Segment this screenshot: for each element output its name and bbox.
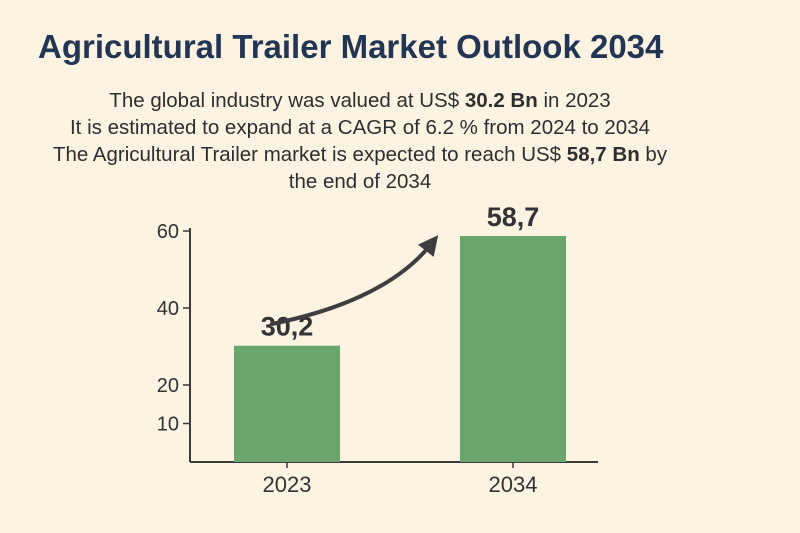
y-tick-label: 60 [157, 221, 179, 243]
bar-2034 [460, 236, 566, 462]
summary-line-valuation: The global industry was valued at US$ 30… [109, 89, 611, 112]
growth-arrow-icon [270, 235, 439, 326]
summary-value-2023: 30.2 Bn [464, 89, 538, 112]
summary-text: The global industry was valued at US$ 30… [0, 87, 720, 195]
summary-line-end: the end of 2034 [288, 170, 432, 193]
data-label-2034: 58,7 [487, 202, 540, 232]
y-tick-label: 40 [157, 298, 179, 320]
summary-line-cagr: It is estimated to expand at a CAGR of 6… [69, 116, 651, 139]
x-tick-label-2023: 2023 [263, 472, 312, 497]
summary-line-forecast: The Agricultural Trailer market is expec… [52, 143, 668, 166]
x-tick-label-2034: 2034 [489, 472, 538, 497]
y-tick-label: 20 [157, 375, 179, 397]
bar-2023 [234, 345, 340, 462]
page-title: Agricultural Trailer Market Outlook 2034 [38, 28, 664, 65]
summary-value-2034: 58,7 Bn [566, 143, 640, 166]
y-tick-label: 10 [157, 414, 179, 436]
